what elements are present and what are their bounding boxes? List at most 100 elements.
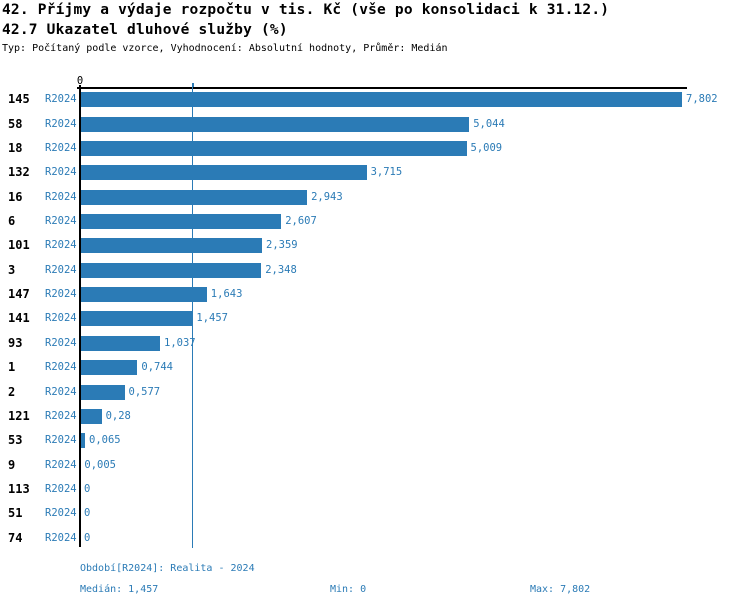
bar-value-label: 1,457 (196, 312, 228, 325)
bar-row: 6 R2024 2,607 (0, 207, 750, 231)
bar-row: 121 R2024 0,28 (0, 402, 750, 426)
row-id-label: 6 (8, 214, 16, 229)
row-id-label: 147 (8, 287, 30, 302)
footer-period-label: Období[R2024]: Realita - 2024 (80, 563, 255, 574)
bar-value-label: 2,359 (266, 239, 298, 252)
row-period-label: R2024 (45, 531, 77, 544)
median-gridline (192, 87, 193, 548)
row-id-label: 74 (8, 530, 23, 545)
bar-row: 9 R2024 0,005 (0, 451, 750, 475)
bar-value-label: 2,348 (265, 263, 297, 276)
row-period-label: R2024 (45, 361, 77, 374)
row-id-label: 121 (8, 408, 30, 423)
bar-row: 132 R2024 3,715 (0, 158, 750, 182)
bar-value-label: 3,715 (370, 166, 403, 179)
bar-row: 145 R2024 7,802 (0, 85, 750, 109)
bar-value-label: 2,943 (311, 190, 343, 203)
bar (80, 189, 308, 205)
bar (80, 408, 102, 424)
row-period-label: R2024 (45, 336, 77, 349)
row-period-label: R2024 (45, 215, 77, 228)
bar-row: 93 R2024 1,037 (0, 329, 750, 353)
y-axis-line (79, 85, 81, 547)
bar-value-label: 0,28 (105, 409, 131, 422)
row-period-label: R2024 (45, 409, 77, 422)
bar (80, 262, 262, 278)
row-id-label: 2 (8, 384, 16, 399)
bar-row: 18 R2024 5,009 (0, 134, 750, 158)
row-period-label: R2024 (45, 482, 77, 495)
row-id-label: 145 (8, 92, 30, 107)
row-period-label: R2024 (45, 142, 77, 155)
row-id-label: 93 (8, 335, 23, 350)
bar-row: 2 R2024 0,577 (0, 378, 750, 402)
bar (80, 311, 193, 327)
bar-value-label: 0,577 (128, 385, 161, 398)
row-id-label: 113 (8, 481, 30, 496)
bar (80, 335, 160, 351)
row-id-label: 9 (8, 457, 16, 472)
bar-value-label: 0,065 (89, 434, 121, 447)
bar-value-label: 0 (84, 482, 91, 495)
row-id-label: 3 (8, 262, 16, 277)
row-period-label: R2024 (45, 263, 77, 276)
row-id-label: 16 (8, 189, 23, 204)
row-period-label: R2024 (45, 239, 77, 252)
bar-value-label: 5,044 (473, 117, 505, 130)
bar-value-label: 1,643 (210, 288, 243, 301)
row-period-label: R2024 (45, 190, 77, 203)
median-tick (192, 83, 194, 87)
bar-row: 113 R2024 0 (0, 475, 750, 499)
bar-value-label: 0,744 (141, 361, 173, 374)
bar-value-label: 0,005 (84, 458, 116, 471)
bar-row: 74 R2024 0 (0, 524, 750, 548)
bar-value-label: 1,037 (164, 336, 196, 349)
bar-row: 51 R2024 0 (0, 499, 750, 523)
bar (80, 384, 125, 400)
bar (80, 433, 85, 449)
row-period-label: R2024 (45, 117, 77, 130)
bar-row: 101 R2024 2,359 (0, 231, 750, 255)
bar (80, 92, 682, 108)
row-period-label: R2024 (45, 93, 77, 106)
bar-value-label: 0 (84, 507, 91, 520)
bar-row: 16 R2024 2,943 (0, 183, 750, 207)
bar-row: 1 R2024 0,744 (0, 353, 750, 377)
bar-value-label: 2,607 (285, 215, 317, 228)
row-period-label: R2024 (45, 434, 77, 447)
bar-row: 58 R2024 5,044 (0, 110, 750, 134)
bar-row: 147 R2024 1,643 (0, 280, 750, 304)
chart-title-line1: 42. Příjmy a výdaje rozpočtu v tis. Kč (… (2, 2, 610, 18)
row-period-label: R2024 (45, 385, 77, 398)
row-id-label: 132 (8, 165, 30, 180)
row-id-label: 141 (8, 311, 30, 326)
bar (80, 360, 138, 376)
x-axis-zero-tick-label: 0 (76, 75, 84, 87)
footer-median-label: Medián: 1,457 (80, 584, 159, 595)
row-id-label: 58 (8, 116, 23, 131)
bar-row: 141 R2024 1,457 (0, 304, 750, 328)
bar (80, 116, 470, 132)
row-period-label: R2024 (45, 312, 77, 325)
row-id-label: 101 (8, 238, 30, 253)
footer-min-label: Min: 0 (330, 584, 367, 595)
bar (80, 214, 282, 230)
row-period-label: R2024 (45, 507, 77, 520)
bar (80, 165, 367, 181)
bar-value-label: 5,009 (470, 142, 503, 155)
bar-value-label: 7,802 (686, 93, 718, 106)
bar-rows-container: 145 R2024 7,802 58 R2024 5,044 18 R2024 5,009 132… (0, 85, 750, 548)
row-period-label: R2024 (45, 166, 77, 179)
chart-subtitle: Typ: Počítaný podle vzorce, Vyhodnocení:… (2, 43, 448, 54)
row-id-label: 53 (8, 433, 23, 448)
bar-value-label: 0 (84, 531, 91, 544)
footer-max-label: Max: 7,802 (530, 584, 591, 595)
row-period-label: R2024 (45, 288, 77, 301)
bar (80, 287, 207, 303)
row-id-label: 51 (8, 506, 23, 521)
row-period-label: R2024 (45, 458, 77, 471)
x-axis-line (77, 87, 687, 89)
row-id-label: 1 (8, 360, 16, 375)
bar-row: 3 R2024 2,348 (0, 256, 750, 280)
